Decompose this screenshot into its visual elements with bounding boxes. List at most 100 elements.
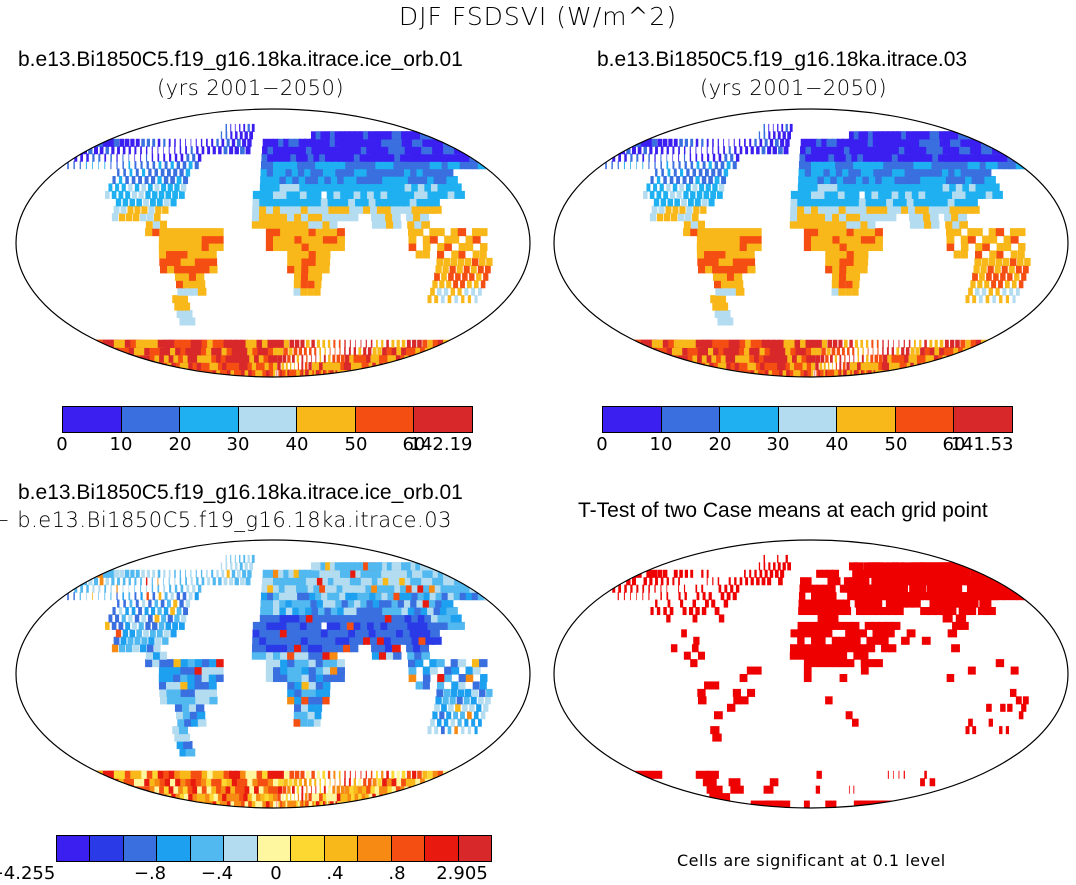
grid-cell [402,198,413,207]
grid-cell [330,153,340,162]
grid-cell [230,123,232,132]
grid-cell [327,161,336,170]
grid-cell [336,354,341,363]
grid-cell [319,183,328,192]
grid-cell [249,354,257,363]
grid-cell [174,584,178,593]
grid-cell [444,183,455,192]
grid-cell [442,138,461,147]
grid-cell [473,280,479,289]
grid-cell [437,250,445,259]
grid-cell [679,569,683,578]
grid-cell [410,347,418,356]
grid-cell [313,198,323,207]
grid-cell [860,168,870,177]
grid-cell [365,584,376,593]
grid-cell [294,257,302,266]
grid-cell [824,614,832,623]
grid-cell [817,607,825,616]
grid-cell [174,138,176,147]
grid-cell [341,198,350,207]
grid-cell [464,257,472,266]
grid-cell [414,190,424,199]
grid-cell [242,347,250,356]
grid-cell [746,235,755,244]
grid-cell [317,176,327,185]
grid-cell [307,153,316,162]
grid-cell [332,354,336,363]
grid-cell [151,584,154,593]
grid-cell [453,569,472,578]
grid-cell [208,666,217,675]
grid-cell [280,213,288,222]
grid-cell [336,785,341,794]
grid-cell [92,584,95,593]
grid-cell [953,250,961,259]
grid-cell [960,599,973,608]
grid-cell [929,599,941,608]
grid-cell [874,354,879,363]
grid-cell [823,161,831,170]
map-panel-2 [553,108,1069,378]
grid-cell [907,205,917,214]
grid-cell [287,681,295,690]
grid-cell [892,198,902,207]
grid-cell [796,651,805,660]
grid-cell [750,146,754,155]
grid-cell [718,250,727,259]
grid-cell [225,562,228,571]
grid-cell [407,621,418,630]
grid-cell [689,153,692,162]
grid-cell [322,146,332,155]
grid-cell [329,220,338,229]
grid-cell [905,347,910,356]
grid-cell [349,770,351,779]
grid-cell [630,161,631,170]
grid-cell [853,213,862,222]
grid-cell [301,243,310,252]
grid-cell [291,161,299,170]
grid-cell [896,347,900,356]
grid-cell [702,161,706,170]
grid-cell [216,138,219,147]
grid-cell [999,295,1003,304]
grid-cell [373,190,383,199]
grid-cell [278,800,281,808]
grid-cell [942,183,953,192]
grid-cell [397,205,407,214]
grid-cell [672,146,675,155]
grid-cell [325,183,335,192]
grid-cell [800,347,807,356]
grid-cell [816,347,822,356]
grid-cell [785,554,788,563]
grid-cell [415,228,424,237]
grid-cell [391,168,403,177]
grid-cell [361,354,369,363]
grid-cell [165,243,174,252]
grid-cell [192,584,196,593]
grid-cell [356,607,366,616]
grid-cell [98,584,101,593]
grid-cell [292,183,301,192]
colorbar-swatch [180,407,239,432]
grid-cell [830,614,839,623]
grid-cell [868,800,922,808]
grid-cell [173,168,178,177]
grid-cell [345,183,355,192]
grid-cell [386,770,389,779]
grid-cell [643,190,648,199]
grid-cell [898,577,910,586]
grid-cell [113,569,120,578]
grid-cell [258,220,267,229]
grid-cell [401,176,412,185]
grid-cell [324,347,326,356]
grid-cell [234,577,239,586]
grid-cell [371,614,382,623]
grid-cell [144,176,149,185]
grid-cell [898,339,900,348]
grid-cell [789,339,797,348]
grid-cell [820,354,825,363]
grid-cell [273,599,281,608]
grid-cell [414,651,423,660]
grid-cell [242,138,247,147]
